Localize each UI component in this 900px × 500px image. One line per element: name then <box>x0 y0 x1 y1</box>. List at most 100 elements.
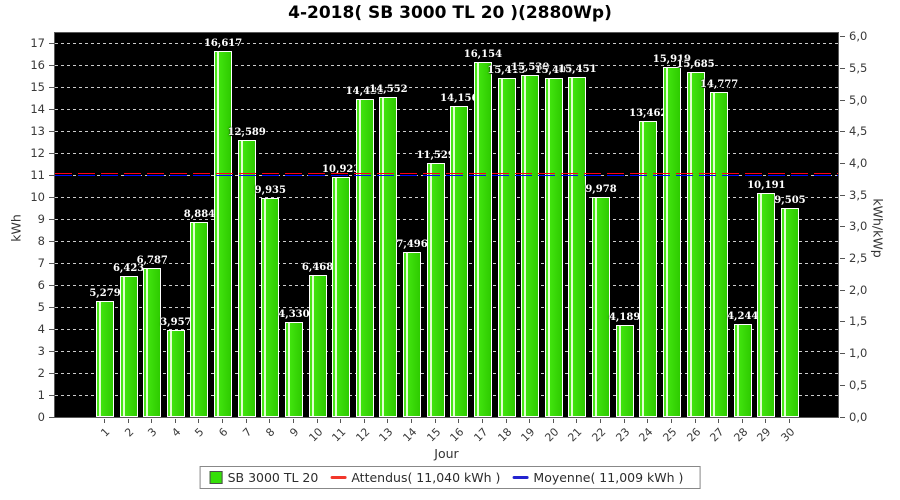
bar-value-label-day-29: 10,191 <box>747 180 786 191</box>
left-axis-tick-label-11: 11 <box>30 167 45 182</box>
left-axis: 0 1 2 3 4 5 6 7 8 9 10 11 12 13 14 15 16 17 <box>0 33 54 422</box>
left-axis-tick-6 <box>49 284 54 286</box>
bar-value-label-day-30: 9,505 <box>774 195 806 206</box>
bar-day-2 <box>119 276 138 417</box>
legend-attendus-label: Attendus( 11,040 kWh ) <box>351 470 501 485</box>
right-axis-tick-label-0,5: 0,5 <box>849 377 868 392</box>
left-axis-tick-1 <box>49 394 54 396</box>
x-axis: 1 2 3 4 5 6 7 8 9 10 11 12 13 14 15 16 17 18 19 20 21 22 23 24 2… <box>54 419 839 445</box>
left-axis-tick-10 <box>49 196 54 198</box>
right-axis-tick-2,5 <box>840 258 845 260</box>
bar-day-28 <box>733 324 752 417</box>
bar-day-20 <box>544 78 563 417</box>
x-axis-tick-10 <box>316 419 318 423</box>
bar-day-30 <box>780 208 799 417</box>
gridline-12-kwh <box>55 152 838 154</box>
legend-moyenne-label: Moyenne( 11,009 kWh ) <box>533 470 684 485</box>
right-axis-tick-3,5 <box>840 194 845 196</box>
bar-day-27 <box>710 92 729 417</box>
x-axis-tick-3 <box>151 419 153 423</box>
x-axis-tick-12 <box>363 419 365 423</box>
right-axis-tick-3,0 <box>840 226 845 228</box>
moyenne-line-icon <box>512 476 529 479</box>
bar-day-25 <box>662 67 681 417</box>
bar-day-26 <box>686 72 705 417</box>
x-axis-tick-label-28: 28 <box>731 425 751 445</box>
right-axis-tick-label-3,0: 3,0 <box>849 219 868 234</box>
left-axis-tick-label-13: 13 <box>30 123 45 138</box>
x-axis-tick-label-8: 8 <box>263 425 278 440</box>
right-axis-tick-4,0 <box>840 163 845 165</box>
left-axis-tick-label-17: 17 <box>30 35 45 50</box>
bar-day-8 <box>261 198 280 417</box>
x-axis-tick-label-5: 5 <box>192 425 207 440</box>
bar-value-label-day-16: 14,156 <box>440 93 479 104</box>
bar-value-label-day-14: 7,496 <box>396 239 428 250</box>
x-axis-tick-9 <box>292 419 294 423</box>
x-axis-tick-label-27: 27 <box>707 425 727 445</box>
bar-day-18 <box>497 78 516 417</box>
series-swatch-icon <box>209 471 223 484</box>
x-axis-tick-label-29: 29 <box>754 425 774 445</box>
bar-value-label-day-20: 15,405 <box>534 65 573 76</box>
left-axis-tick-4 <box>49 328 54 330</box>
bar-value-label-day-24: 13,462 <box>629 108 668 119</box>
bar-day-17 <box>473 62 492 417</box>
x-axis-tick-24 <box>647 419 649 423</box>
gridline-8-kwh <box>55 240 838 242</box>
left-axis-tick-label-5: 5 <box>37 299 45 314</box>
left-axis-tick-label-4: 4 <box>37 321 45 336</box>
bar-value-label-day-6: 16,617 <box>203 38 243 49</box>
x-axis-tick-22 <box>600 419 602 423</box>
x-axis-tick-label-14: 14 <box>400 425 420 445</box>
left-axis-tick-13 <box>49 130 54 132</box>
x-axis-tick-13 <box>387 419 389 423</box>
x-axis-tick-label-23: 23 <box>613 425 633 445</box>
left-axis-tick-11 <box>49 174 54 176</box>
left-axis-tick-9 <box>49 218 54 220</box>
left-axis-tick-label-7: 7 <box>37 255 45 270</box>
left-axis-tick-0 <box>49 416 54 418</box>
left-axis-tick-label-14: 14 <box>30 101 45 116</box>
x-axis-tick-7 <box>245 419 247 423</box>
gridline-1-kwh <box>55 394 838 396</box>
bar-value-label-day-18: 15,415 <box>487 65 526 76</box>
bar-value-label-day-11: 10,923 <box>322 164 361 175</box>
right-axis-tick-label-1,0: 1,0 <box>849 345 868 360</box>
legend-series-label: SB 3000 TL 20 <box>227 470 319 485</box>
x-axis-tick-label-19: 19 <box>518 425 538 445</box>
x-axis-tick-6 <box>222 419 224 423</box>
bar-value-label-day-27: 14,777 <box>699 79 739 90</box>
right-axis-tick-0,0 <box>840 416 845 418</box>
moyenne-line <box>55 175 838 176</box>
x-axis-tick-label-6: 6 <box>216 425 231 440</box>
attendus-line <box>55 173 838 174</box>
bar-value-label-day-5: 8,884 <box>183 209 216 220</box>
gridline-4-kwh <box>55 328 838 330</box>
x-axis-tick-label-4: 4 <box>169 425 184 440</box>
legend: SB 3000 TL 20 Attendus( 11,040 kWh ) Moy… <box>199 466 701 489</box>
x-axis-tick-label-11: 11 <box>329 425 349 445</box>
bar-value-label-day-12: 14,435 <box>345 86 384 97</box>
left-axis-tick-label-2: 2 <box>37 365 45 380</box>
gridline-13-kwh <box>55 130 838 132</box>
x-axis-tick-label-13: 13 <box>376 425 396 445</box>
bar-day-11 <box>332 177 351 417</box>
right-axis-tick-5,5 <box>840 68 845 70</box>
right-axis-tick-5,0 <box>840 99 845 101</box>
bar-value-label-day-10: 6,468 <box>301 262 334 273</box>
right-axis-tick-label-6,0: 6,0 <box>849 29 868 44</box>
gridline-14-kwh <box>55 108 838 110</box>
left-axis-tick-label-3: 3 <box>37 343 45 358</box>
x-axis-tick-26 <box>694 419 696 423</box>
attendus-line-icon <box>330 476 347 479</box>
right-axis-tick-label-3,5: 3,5 <box>849 187 868 202</box>
left-axis-tick-label-10: 10 <box>30 189 45 204</box>
left-axis-tick-label-0: 0 <box>37 409 45 424</box>
x-axis-tick-18 <box>505 419 507 423</box>
left-axis-tick-label-8: 8 <box>37 233 45 248</box>
right-axis-tick-1,5 <box>840 321 845 323</box>
bar-value-label-day-23: 4,189 <box>608 312 641 323</box>
bar-value-label-day-15: 11,529 <box>416 150 455 161</box>
x-axis-tick-label-25: 25 <box>660 425 680 445</box>
